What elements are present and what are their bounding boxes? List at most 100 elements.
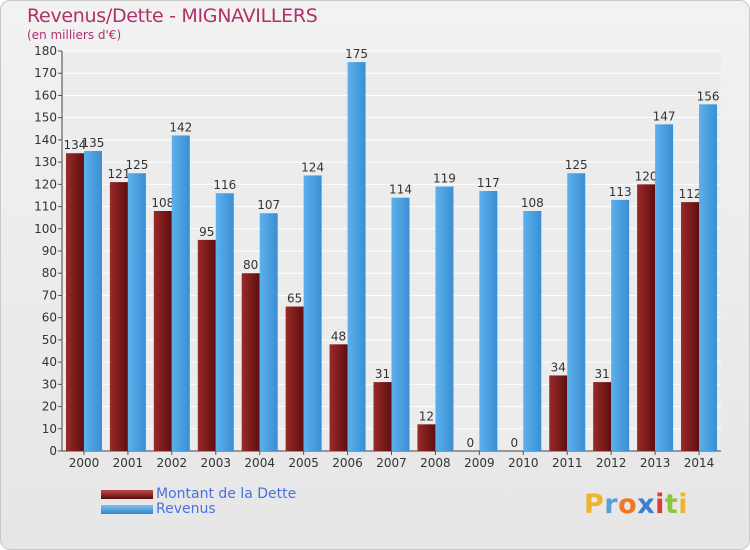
bar-revenus	[303, 175, 322, 451]
bar-dette	[65, 153, 84, 451]
data-label-dette: 95	[199, 225, 214, 239]
bar-revenus	[83, 151, 102, 451]
logo-letter: i	[655, 489, 665, 520]
x-tick-label: 2014	[684, 456, 715, 470]
y-tick-label: 110	[34, 200, 57, 214]
logo-letter: P	[584, 489, 605, 520]
data-label-dette: 80	[243, 258, 258, 272]
logo-letter: o	[618, 489, 638, 520]
y-tick-label: 0	[49, 444, 57, 458]
bar-dette	[593, 382, 612, 451]
bar-dette	[637, 184, 656, 452]
x-tick-label: 2003	[200, 456, 231, 470]
bar-dette	[549, 375, 568, 451]
y-tick-label: 90	[42, 244, 57, 258]
y-tick-label: 160	[34, 88, 57, 102]
x-tick-label: 2006	[332, 456, 363, 470]
data-label-revenus: 142	[169, 120, 192, 134]
bar-dette	[373, 382, 392, 451]
bar-dette	[109, 182, 128, 451]
bar-dette	[153, 211, 172, 451]
bar-dette	[417, 424, 436, 451]
data-label-dette: 48	[331, 329, 346, 343]
y-tick-label: 20	[42, 400, 57, 414]
x-tick-label: 2008	[420, 456, 451, 470]
data-label-revenus: 124	[301, 160, 324, 174]
data-label-revenus: 119	[433, 172, 456, 186]
y-tick-label: 40	[42, 355, 57, 369]
logo-letter: t	[664, 489, 679, 520]
data-label-dette: 0	[510, 436, 518, 450]
x-tick-label: 2012	[596, 456, 627, 470]
bar-dette	[241, 273, 260, 451]
bar-revenus	[259, 213, 278, 451]
data-label-dette: 31	[595, 367, 610, 381]
data-label-dette: 112	[679, 187, 702, 201]
bar-revenus	[347, 62, 366, 451]
y-tick-label: 170	[34, 66, 57, 80]
x-tick-label: 2009	[464, 456, 495, 470]
x-tick-label: 2001	[113, 456, 144, 470]
x-tick-label: 2005	[288, 456, 319, 470]
bar-revenus	[479, 191, 498, 451]
y-tick-label: 60	[42, 311, 57, 325]
data-label-dette: 34	[551, 360, 566, 374]
data-label-revenus: 108	[521, 196, 544, 210]
bar-dette	[285, 306, 304, 451]
chart-subtitle: (en milliers d'€)	[27, 28, 122, 42]
legend-label-dette: Montant de la Dette	[156, 486, 297, 502]
x-tick-label: 2013	[640, 456, 671, 470]
bar-revenus	[523, 211, 542, 451]
bar-revenus	[655, 124, 674, 451]
x-tick-label: 2000	[69, 456, 100, 470]
legend: Montant de la Dette Revenus	[101, 487, 296, 517]
data-label-dette: 65	[287, 292, 302, 306]
y-tick-label: 80	[42, 266, 57, 280]
bar-revenus	[391, 197, 410, 451]
bar-revenus	[127, 173, 146, 451]
data-label-dette: 31	[375, 367, 390, 381]
logo-letter: r	[604, 489, 619, 520]
bar-dette	[681, 202, 700, 451]
data-label-revenus: 117	[477, 176, 500, 190]
data-label-revenus: 156	[697, 89, 720, 103]
data-label-revenus: 116	[213, 178, 236, 192]
bar-dette	[197, 239, 216, 451]
data-label-dette: 0	[467, 436, 475, 450]
data-label-revenus: 114	[389, 183, 412, 197]
y-tick-label: 120	[34, 177, 57, 191]
y-tick-label: 180	[34, 44, 57, 58]
y-tick-label: 70	[42, 288, 57, 302]
bar-dette	[329, 344, 348, 451]
logo-letter: x	[637, 489, 656, 520]
bar-revenus	[567, 173, 586, 451]
proxiti-logo: Proxiti	[584, 489, 688, 520]
chart-title: Revenus/Dette - MIGNAVILLERS	[27, 5, 318, 27]
x-tick-label: 2007	[376, 456, 407, 470]
data-label-dette: 12	[419, 409, 434, 423]
bar-revenus	[435, 186, 454, 452]
data-label-revenus: 125	[565, 158, 588, 172]
data-label-revenus: 175	[345, 47, 368, 61]
y-tick-label: 10	[42, 422, 57, 436]
data-label-dette: 120	[635, 169, 658, 183]
legend-swatch-revenus	[101, 505, 153, 514]
data-label-revenus: 107	[257, 198, 280, 212]
x-tick-label: 2010	[508, 456, 539, 470]
y-tick-label: 140	[34, 133, 57, 147]
y-tick-label: 150	[34, 111, 57, 125]
data-label-revenus: 147	[653, 109, 676, 123]
y-tick-label: 30	[42, 377, 57, 391]
x-tick-label: 2011	[552, 456, 583, 470]
y-tick-label: 50	[42, 333, 57, 347]
legend-item-dette: Montant de la Dette	[101, 487, 296, 502]
legend-label-revenus: Revenus	[156, 501, 216, 517]
x-tick-label: 2002	[157, 456, 188, 470]
x-tick-label: 2004	[244, 456, 275, 470]
y-tick-label: 100	[34, 222, 57, 236]
data-label-dette: 134	[64, 138, 87, 152]
bar-revenus	[699, 104, 718, 451]
legend-swatch-dette	[101, 490, 153, 499]
